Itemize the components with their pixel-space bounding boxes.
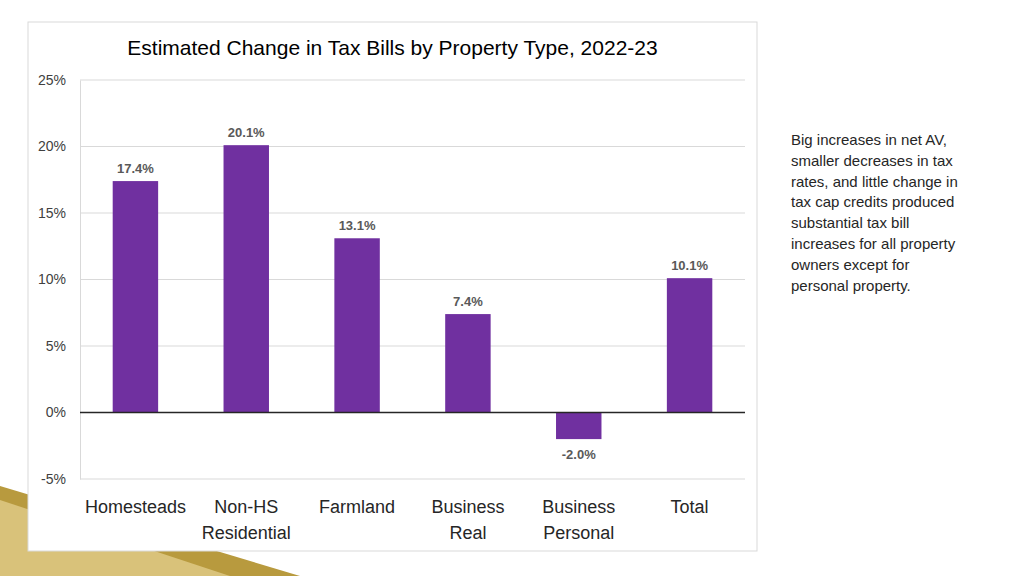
y-tick-label: 5% <box>46 338 66 354</box>
grid-line <box>80 412 745 413</box>
annotation-line: owners except for <box>791 256 909 273</box>
grid <box>80 80 745 479</box>
data-label: 7.4% <box>453 294 483 309</box>
annotation-line: Big increases in net AV, <box>791 131 947 148</box>
annotation-line: personal property. <box>791 277 911 294</box>
annotation-line: smaller decreases in tax <box>791 152 953 169</box>
x-tick-label: BusinessPersonal <box>542 497 615 543</box>
title: Estimated Change in Tax Bills by Propert… <box>127 36 657 59</box>
grid-line <box>80 479 745 480</box>
annotation: Big increases in net AV, smaller decrease… <box>791 131 958 294</box>
data-label: 10.1% <box>671 258 708 273</box>
x-tick-label: BusinessReal <box>431 497 504 543</box>
y-tick: 15% <box>38 205 80 221</box>
y-axis-line <box>80 81 81 480</box>
y-tick: 10% <box>38 271 80 287</box>
bar <box>667 278 712 412</box>
annotation-line: tax cap credits produced <box>791 193 954 210</box>
y-tick: 20% <box>38 138 80 154</box>
y-tick: 5% <box>46 338 80 354</box>
bar <box>113 181 158 412</box>
x-tick-label: Total <box>671 497 709 517</box>
data-labels: 17.4% 20.1% 13.1% 7.4% -2.0% 10.1% <box>117 125 708 462</box>
x-tick-label: Homesteads <box>85 497 186 517</box>
x-tick-label: Farmland <box>319 497 395 517</box>
y-axis: -5% 0% 5% 10% 15% 20% 25% <box>38 72 81 487</box>
y-tick-label: -5% <box>41 471 66 487</box>
x-tick: BusinessPersonal <box>542 497 615 543</box>
bar <box>224 145 269 412</box>
x-tick: Non-HSResidential <box>202 497 291 543</box>
x-tick-label: Non-HSResidential <box>202 497 291 543</box>
x-tick: Homesteads <box>85 497 186 517</box>
annotation-line: increases for all property <box>791 235 956 252</box>
data-label: -2.0% <box>562 447 596 462</box>
y-tick-label: 15% <box>38 205 66 221</box>
y-tick-label: 20% <box>38 138 66 154</box>
zero-line <box>80 412 745 413</box>
y-tick-label: 0% <box>46 404 66 420</box>
x-tick: Farmland <box>319 497 395 517</box>
bar <box>334 238 379 412</box>
grid-line <box>80 346 745 347</box>
grid-line <box>80 80 745 81</box>
bars <box>113 145 713 439</box>
data-label: 17.4% <box>117 161 154 176</box>
data-label: 20.1% <box>228 125 265 140</box>
y-tick-label: 10% <box>38 271 66 287</box>
bar <box>556 413 601 440</box>
y-tick: 25% <box>38 72 80 88</box>
grid-line <box>80 279 745 280</box>
grid-line <box>80 213 745 214</box>
annotation-line: substantial tax bill <box>791 214 909 231</box>
chart-panel <box>28 22 757 551</box>
bar <box>445 314 490 412</box>
x-axis: Homesteads Non-HSResidential Farmland Busin… <box>85 497 709 543</box>
annotation-line: rates, and little change in <box>791 173 958 190</box>
x-tick: Total <box>671 497 709 517</box>
data-label: 13.1% <box>339 218 376 233</box>
y-tick: 0% <box>46 404 80 420</box>
y-tick: -5% <box>41 471 80 487</box>
y-tick-label: 25% <box>38 72 66 88</box>
chart: -5% 0% 5% 10% 15% 20% 25% 17.4% 20.1% 13.1% 7.4% -2… <box>0 0 1024 576</box>
x-tick: BusinessReal <box>431 497 504 543</box>
grid-line <box>80 146 745 147</box>
